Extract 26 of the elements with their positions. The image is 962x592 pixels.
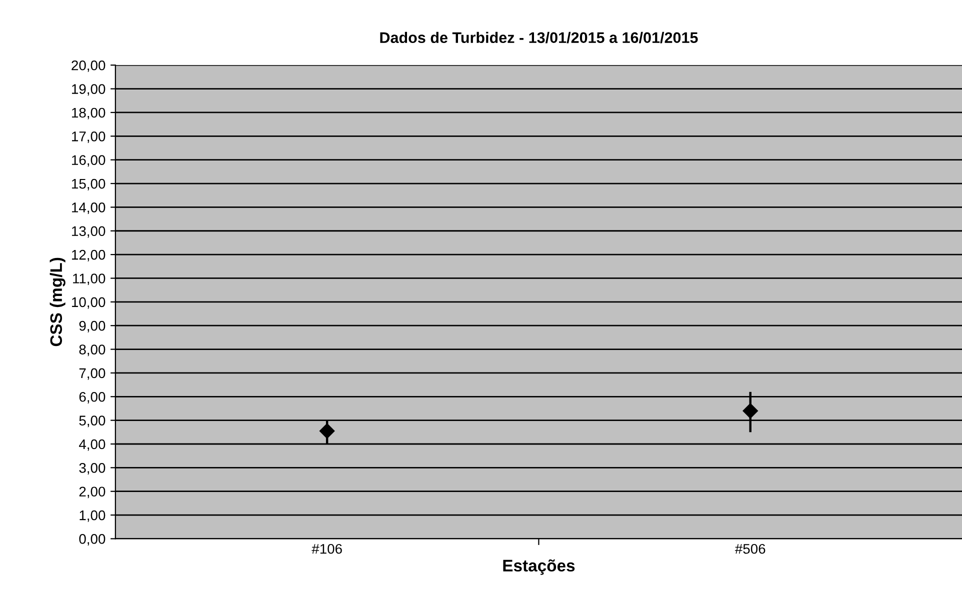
y-tick-label: 5,00 bbox=[79, 416, 106, 428]
y-tick-label: 1,00 bbox=[80, 510, 106, 522]
y-tick-label: 15,00 bbox=[72, 178, 106, 190]
y-tick-label: 12,00 bbox=[72, 250, 106, 262]
x-tick-label: #506 bbox=[734, 544, 766, 554]
y-tick-label: 11,00 bbox=[73, 274, 106, 286]
y-tick-label: 3,00 bbox=[79, 463, 106, 474]
y-tick-label: 6,00 bbox=[79, 392, 106, 404]
y-tick-label: 18,00 bbox=[72, 108, 106, 120]
y-tick-label: 13,00 bbox=[72, 226, 106, 238]
y-tick-label: 7,00 bbox=[79, 368, 106, 380]
chart-title: Dados de Turbidez - 13/01/2015 a 16/01/2015 bbox=[380, 32, 698, 44]
y-tick-label: 10,00 bbox=[72, 297, 106, 309]
y-tick-label: 8,00 bbox=[79, 344, 106, 356]
x-tick-label: #106 bbox=[312, 544, 342, 554]
y-tick-label: 20,00 bbox=[72, 60, 106, 72]
y-axis-title: CSS (mg/L) bbox=[50, 258, 66, 346]
y-tick-label: 19,00 bbox=[72, 84, 106, 96]
x-axis-title: Estações bbox=[503, 559, 575, 575]
y-tick-label: 2,00 bbox=[79, 486, 106, 498]
y-tick-label: 17,00 bbox=[72, 131, 106, 143]
y-tick-label: 0,00 bbox=[79, 534, 106, 546]
y-tick-label: 16,00 bbox=[72, 155, 106, 167]
y-tick-label: 14,00 bbox=[72, 202, 106, 214]
y-tick-label: 4,00 bbox=[79, 439, 106, 451]
y-tick-label: 9,00 bbox=[79, 320, 106, 332]
